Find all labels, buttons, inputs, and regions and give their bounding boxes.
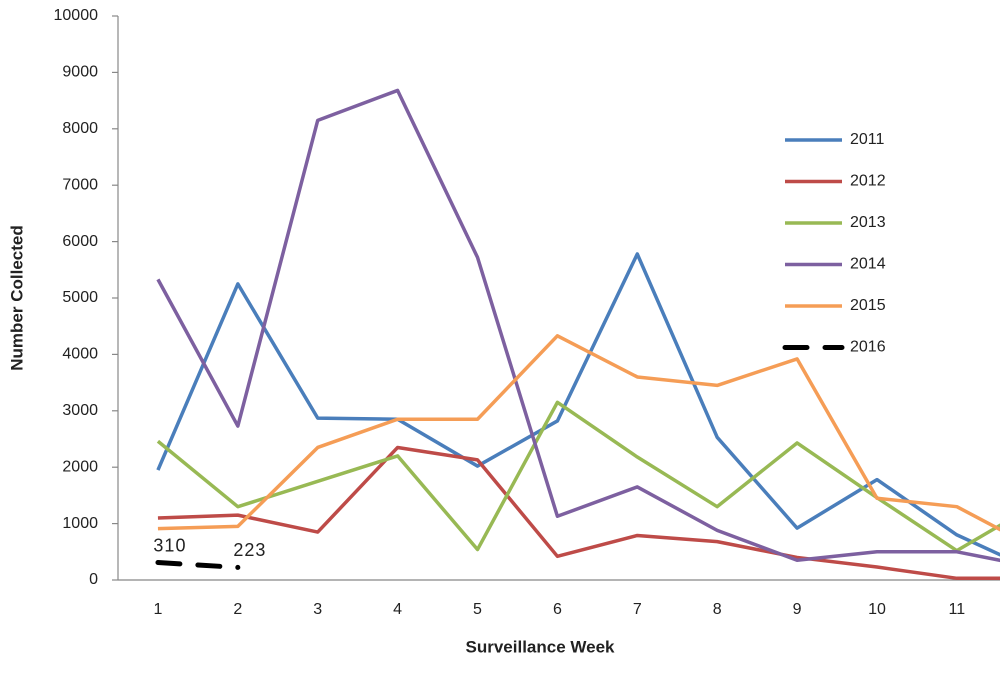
x-axis-label: Surveillance Week	[466, 637, 616, 656]
y-tick-label: 4000	[62, 346, 98, 363]
plot-area	[155, 88, 1000, 581]
y-tick-label: 9000	[62, 64, 98, 81]
x-tick-label: 11	[949, 601, 966, 618]
y-tick-label: 2000	[62, 458, 98, 475]
legend-label: 2016	[850, 339, 886, 356]
legend-label: 2011	[850, 131, 885, 148]
series-line	[155, 560, 241, 570]
y-axis-label: Number Collected	[7, 225, 26, 370]
x-tick-label: 3	[313, 601, 322, 618]
y-tick-label: 8000	[62, 120, 98, 137]
value-label: 310	[153, 535, 186, 555]
y-tick-label: 7000	[62, 176, 98, 193]
series-line	[157, 334, 1000, 532]
y-tick-label: 3000	[62, 402, 98, 419]
series-line	[156, 400, 1000, 553]
x-tick-label: 5	[473, 601, 482, 618]
y-tick-label: 6000	[62, 233, 98, 250]
x-tick-label: 8	[713, 601, 722, 618]
series-line	[157, 445, 1000, 581]
legend-label: 2014	[850, 256, 886, 273]
y-tick-label: 5000	[62, 289, 98, 306]
legend-label: 2013	[850, 214, 886, 231]
x-tick-label: 4	[393, 601, 402, 618]
legend-label: 2012	[850, 173, 886, 190]
x-tick-label: 6	[553, 601, 562, 618]
y-tick-label: 1000	[62, 515, 98, 532]
series-line	[156, 88, 1000, 563]
x-tick-label: 7	[633, 601, 642, 618]
series-line	[156, 252, 1000, 557]
x-tick-label: 1	[153, 601, 162, 618]
value-label: 223	[233, 540, 266, 560]
x-tick-label: 9	[793, 601, 802, 618]
x-tick-label: 10	[868, 601, 886, 618]
x-tick-label: 2	[233, 601, 242, 618]
legend-label: 2015	[850, 297, 886, 314]
y-tick-label: 10000	[54, 7, 99, 24]
y-tick-label: 0	[89, 571, 98, 588]
